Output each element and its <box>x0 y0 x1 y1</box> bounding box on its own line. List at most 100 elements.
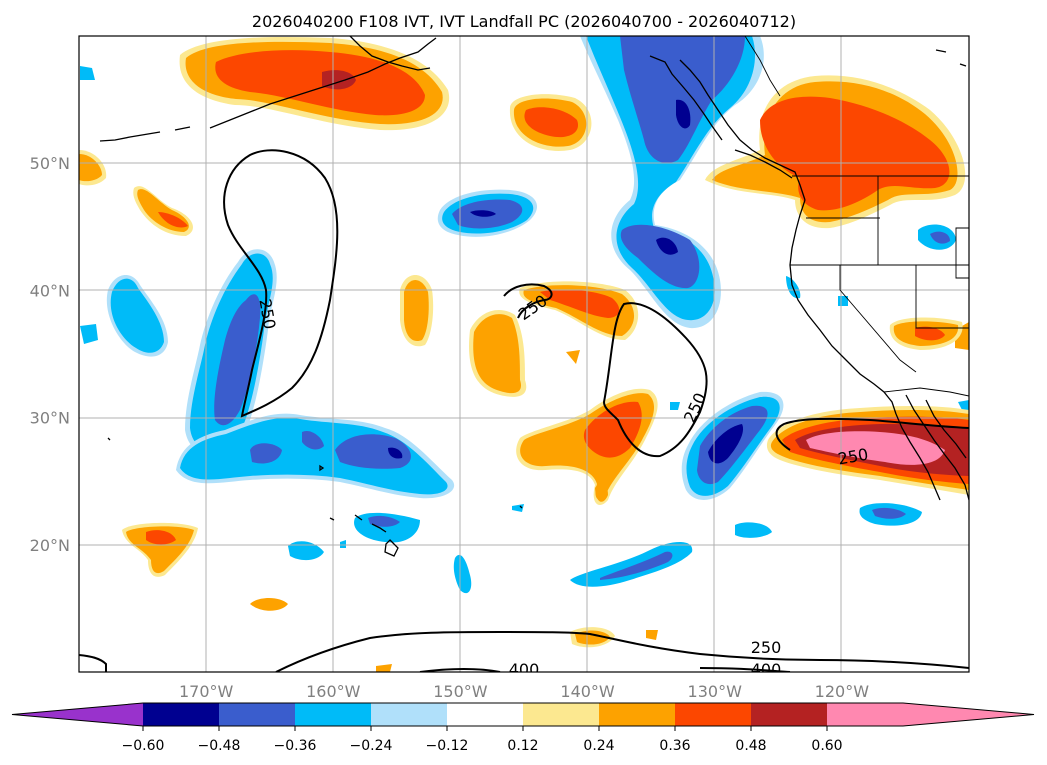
colorbar-segment <box>599 703 676 726</box>
region-south-band-blue-1 <box>250 443 282 464</box>
region-blue-small-3 <box>453 554 472 594</box>
coast-bc-islands <box>649 55 723 141</box>
region-east-blue-small-2-inner <box>872 507 906 519</box>
coast-baja-east <box>905 394 969 501</box>
lat-tick-label: 50°N <box>30 154 70 173</box>
colorbar-segment <box>523 703 600 726</box>
coast-hawaii <box>354 514 399 557</box>
border-mexico <box>883 387 969 397</box>
region-center-south-stalk <box>595 483 608 502</box>
contour-label-400-south-2: 400 <box>751 660 782 679</box>
region-blue-small-2-inner <box>368 515 400 527</box>
lon-tick-label: 130°W <box>688 682 743 701</box>
coast-alaska-peninsula <box>209 37 437 129</box>
colorbar-tick-label: 0.48 <box>735 738 766 754</box>
region-center-left-orange-inner <box>473 314 522 394</box>
colorbar-tick-label: −0.60 <box>122 738 165 754</box>
colorbar-tick-label: 0.12 <box>507 738 538 754</box>
region-west-band-blue <box>214 294 261 426</box>
lon-tick-label: 170°W <box>179 682 234 701</box>
region-center-south-red <box>583 401 642 458</box>
region-east-blue-small-1 <box>735 522 772 538</box>
region-center-dot <box>566 350 580 364</box>
colorbar-segment <box>675 703 752 726</box>
coast-baja-west <box>895 413 941 501</box>
lon-tick-label: 120°W <box>815 682 870 701</box>
coast-us-west <box>789 199 897 415</box>
contour-250-south <box>79 631 969 672</box>
region-bc-core-lower <box>656 237 678 255</box>
contour-250-center-loop <box>503 283 708 458</box>
region-south-small-orange <box>250 598 288 611</box>
lat-tick-label: 40°N <box>30 281 70 300</box>
contour-label-400-south-1: 400 <box>509 660 540 679</box>
border-east-box <box>955 227 969 279</box>
lon-tick-label: 140°W <box>560 682 615 701</box>
coast-alaska-main <box>349 36 431 71</box>
lon-tick-label: 150°W <box>433 682 488 701</box>
lat-tick-label: 30°N <box>30 409 70 428</box>
coast-alaska-tip <box>935 49 967 67</box>
region-50n-west-orange-2 <box>79 154 102 182</box>
ivt-contours <box>79 149 969 672</box>
region-south-band-blue-2 <box>302 430 324 450</box>
coast-small-islands <box>107 437 523 521</box>
colorbar-segment <box>219 703 296 726</box>
coast-mexico-inner <box>925 399 967 459</box>
colorbar-segment <box>143 703 220 726</box>
region-sw-blue-40n-tiny <box>80 324 98 344</box>
coast-vancouver <box>734 149 793 179</box>
colorbar-under-triangle <box>12 703 143 726</box>
region-east-blue-tiny <box>670 402 680 410</box>
colorbar-tick-label: 0.24 <box>583 738 614 754</box>
region-sw-orange-orange <box>126 526 194 574</box>
region-blue-dot <box>512 504 524 512</box>
colorbar-segment <box>447 703 524 726</box>
region-sw-orange-red <box>146 530 176 545</box>
region-interior-red <box>760 96 950 211</box>
colorbar-tick-label: 0.36 <box>659 738 690 754</box>
lon-tick-label: 160°W <box>306 682 361 701</box>
region-north-mid-red <box>524 107 579 138</box>
coastlines <box>99 36 969 557</box>
region-blue-dot-2 <box>340 540 346 548</box>
region-blue-small-4 <box>570 542 693 587</box>
border-alaska-canada <box>744 36 781 97</box>
region-center-tall-orange <box>404 280 429 342</box>
colorbar-segment <box>295 703 372 726</box>
region-center-40n-red <box>540 289 620 318</box>
region-sw-blue-40n-cyan <box>110 278 164 353</box>
gridlines <box>79 36 969 672</box>
region-nw-tiny-blue <box>80 66 95 80</box>
contour-250-baja <box>775 417 969 451</box>
region-south-core <box>388 447 403 459</box>
contour-250-west-loop <box>223 149 339 418</box>
region-140n-small-red <box>158 212 188 228</box>
colorbar-tick-label: −0.12 <box>426 738 469 754</box>
region-bc-negative-core <box>676 99 691 129</box>
coast-se-alaska <box>679 59 806 201</box>
axis-tick-labels: 170°W 160°W 150°W 140°W 130°W 120°W 20°N 30°N 40… <box>30 154 870 701</box>
region-bc-blue-lower <box>620 224 700 289</box>
region-east-blue-core <box>708 424 744 464</box>
region-east-orange-small-red <box>915 326 945 341</box>
region-east-blue-edge <box>958 400 969 412</box>
chart-title: 2026040200 F108 IVT, IVT Landfall PC (20… <box>252 12 796 31</box>
colorbar-tick-label: 0.60 <box>811 738 842 754</box>
coast-aleutians <box>99 126 191 142</box>
region-interior-blue-spot-core <box>930 231 950 244</box>
colorbar-segment <box>751 703 828 726</box>
colorbar-tick-label: −0.36 <box>274 738 317 754</box>
border-states-4 <box>915 265 969 329</box>
region-south-tiny-orange <box>376 664 392 672</box>
colorbar-segment <box>827 703 904 726</box>
region-mid-blue-core <box>470 210 496 217</box>
map-panel: 250 250 250 250 250 400 400 <box>79 36 969 679</box>
region-blue-small-1 <box>288 541 324 561</box>
colorbar-over-triangle <box>903 703 1034 726</box>
colorbar-tick-label: −0.24 <box>350 738 393 754</box>
border-states-5 <box>839 265 917 373</box>
lat-tick-label: 20°N <box>30 536 70 555</box>
region-south-band-blue-3 <box>335 434 411 469</box>
